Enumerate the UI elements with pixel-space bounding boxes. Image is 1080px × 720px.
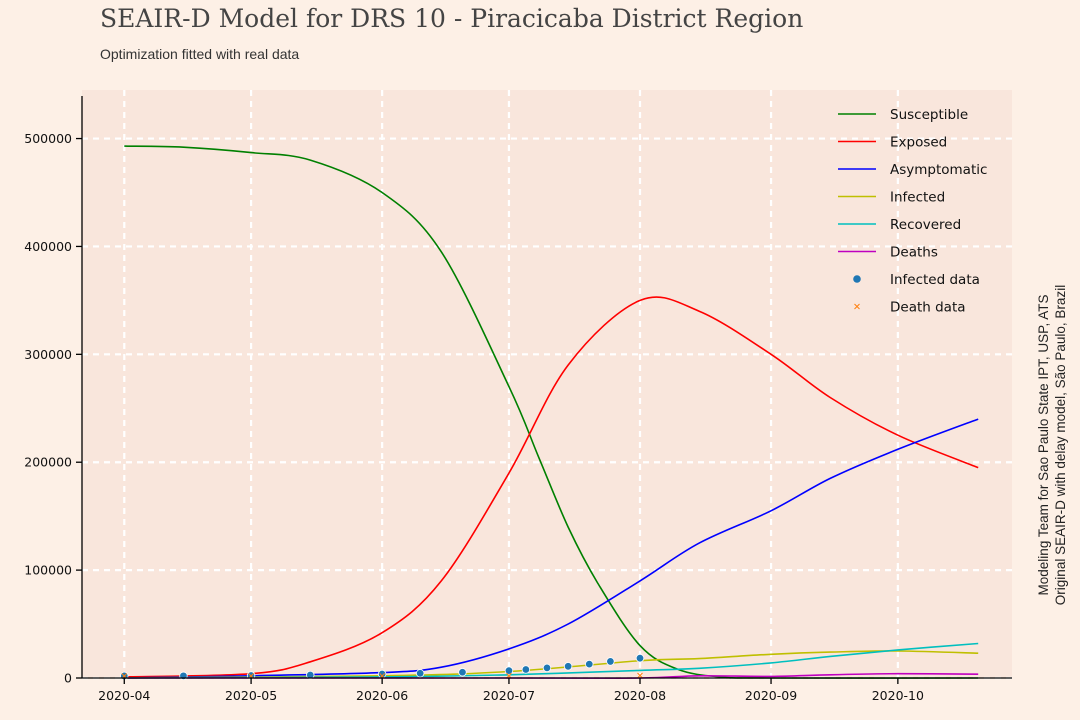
- chart-subtitle: Optimization fitted with real data: [100, 46, 300, 62]
- infected-data-point: [563, 662, 573, 671]
- infected-data-point: [415, 669, 425, 678]
- series-susceptible-line: [124, 145, 979, 679]
- infected-data-point: [635, 653, 645, 663]
- y-tick-label: 200000: [24, 455, 72, 470]
- y-tick-label: 500000: [24, 131, 72, 146]
- legend-swatch-death-data: [854, 303, 860, 310]
- x-tick-label: 2020-09: [745, 688, 797, 703]
- legend-label-infected-data: Infected data: [890, 272, 980, 288]
- series-recovered-line: [124, 642, 979, 679]
- x-tick-label: 2020-05: [225, 688, 277, 703]
- legend-swatch-infected-data: [853, 275, 861, 283]
- legend: Susceptible Exposed Asymptomatic Infected Re…: [838, 107, 987, 316]
- legend-label-asymptomatic: Asymptomatic: [890, 162, 987, 178]
- axes: 2020-04 2020-05 2020-06 2020-07 2020-08 2020-…: [24, 96, 1012, 703]
- series-asymptomatic-line: [124, 418, 979, 679]
- x-tick-label: 2020-07: [483, 688, 535, 703]
- infected-data-point: [542, 663, 552, 673]
- legend-label-death-data: Death data: [890, 300, 966, 316]
- infected-data-point: [606, 657, 615, 666]
- legend-label-susceptible: Susceptible: [890, 107, 968, 123]
- infected-data-point: [585, 659, 594, 669]
- infected-data-point: [377, 669, 387, 679]
- legend-label-infected: Infected: [890, 190, 945, 206]
- y-tick-label: 100000: [24, 563, 72, 578]
- infected-data-point: [306, 670, 315, 680]
- x-tick-label: 2020-10: [872, 688, 924, 703]
- infected-data-point: [504, 666, 514, 675]
- series-infected-line: [124, 650, 979, 679]
- series-exposed-line: [124, 296, 979, 678]
- legend-label-exposed: Exposed: [890, 135, 947, 151]
- x-tick-label: 2020-04: [98, 688, 150, 703]
- x-tick-label: 2020-08: [614, 688, 666, 703]
- infected-data-point: [458, 668, 467, 677]
- x-tick-label: 2020-06: [356, 688, 408, 703]
- y-tick-label: 0: [64, 671, 72, 686]
- legend-label-recovered: Recovered: [890, 217, 961, 233]
- death-data-point: [637, 672, 643, 679]
- y-tick-label: 400000: [24, 239, 72, 254]
- infected-data-point: [521, 665, 531, 674]
- legend-label-deaths: Deaths: [890, 245, 938, 261]
- plot-background: [82, 90, 1012, 678]
- chart-title: SEAIR-D Model for DRS 10 - Piracicaba Di…: [100, 4, 804, 33]
- y-tick-label: 300000: [24, 347, 72, 362]
